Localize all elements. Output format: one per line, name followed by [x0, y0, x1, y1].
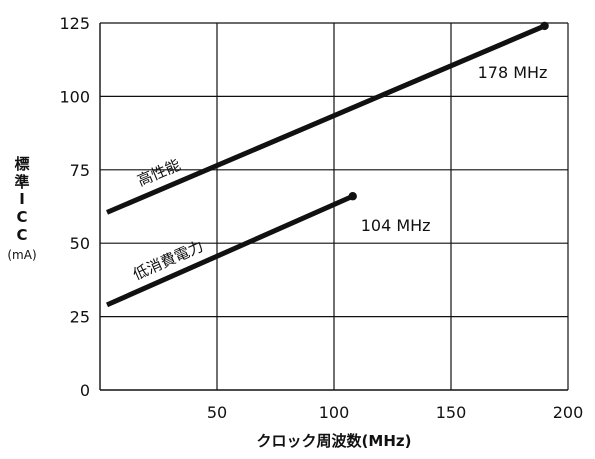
series-end-annotation: 104 MHz [361, 216, 431, 235]
x-tick-label: 150 [436, 403, 467, 422]
series-line [106, 193, 354, 308]
series-end-point [540, 21, 549, 31]
x-tick-labels: 50 100 150 200 [207, 403, 583, 422]
x-tick-label: 100 [319, 403, 350, 422]
grid [100, 22, 569, 390]
series-line [106, 23, 546, 215]
x-tick-label: 50 [207, 403, 227, 422]
y-tick-label: 100 [59, 87, 90, 106]
y-axis-label-char: 標 [14, 155, 29, 173]
x-tick-label: 200 [553, 403, 584, 422]
y-tick-labels: 0 25 50 75 100 125 [59, 14, 90, 400]
y-axis-unit: (mA) [7, 248, 36, 262]
y-tick-label: 25 [70, 308, 90, 327]
y-tick-label: 75 [70, 161, 90, 180]
y-tick-label: 0 [80, 381, 90, 400]
series-end-annotation: 178 MHz [478, 63, 548, 82]
y-axis-label-char: C [16, 208, 27, 226]
y-tick-label: 125 [59, 14, 90, 33]
y-tick-label: 50 [70, 234, 90, 253]
series-end-point [348, 192, 357, 201]
axes [99, 23, 568, 391]
x-axis-label: クロック周波数(MHz) [257, 432, 412, 450]
y-axis-label-char: C [16, 226, 27, 244]
y-axis-label-char: I [19, 190, 25, 208]
y-axis-label-char: 準 [14, 173, 29, 191]
y-axis-label: 標 準 I C C (mA) [7, 155, 36, 262]
